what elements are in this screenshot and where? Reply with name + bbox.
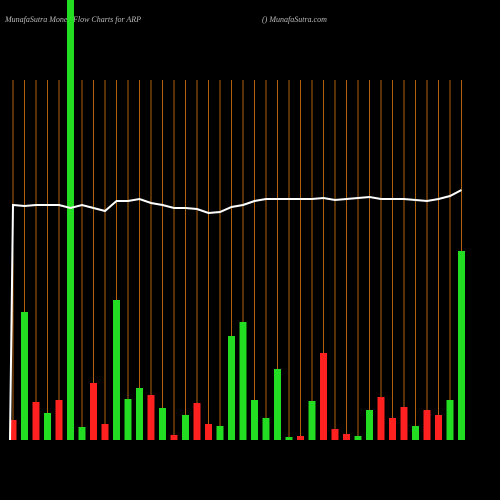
bar	[435, 415, 442, 440]
bar	[136, 388, 143, 440]
bar	[297, 436, 304, 440]
bar	[78, 427, 86, 440]
bar	[55, 400, 63, 440]
bar	[274, 369, 281, 440]
bar	[377, 397, 385, 440]
bar	[9, 420, 17, 440]
bar	[239, 322, 247, 440]
bar	[44, 413, 51, 440]
bar	[67, 0, 74, 440]
chart-subtitle: () MunafaSutra.com	[262, 15, 327, 24]
bar	[331, 429, 339, 440]
bar	[343, 434, 350, 440]
bar	[366, 410, 373, 440]
bar	[400, 407, 408, 440]
bar	[458, 251, 465, 440]
bar	[251, 400, 258, 440]
bar	[216, 426, 224, 440]
bar	[170, 435, 178, 440]
bar	[389, 418, 396, 440]
bar	[446, 400, 454, 440]
bar	[147, 395, 155, 440]
bar	[423, 410, 431, 440]
bar	[90, 383, 97, 440]
bar	[412, 426, 419, 440]
bar	[262, 418, 270, 440]
bar	[159, 408, 166, 440]
bar	[354, 436, 362, 440]
money-flow-line	[9, 189, 462, 441]
bar	[205, 424, 212, 440]
bar	[228, 336, 235, 440]
bar	[32, 402, 40, 440]
bar	[124, 399, 132, 440]
bar	[308, 401, 316, 440]
bar	[182, 415, 189, 440]
bar	[285, 437, 293, 440]
bar	[193, 403, 201, 440]
bar	[101, 424, 109, 440]
bar	[113, 300, 120, 440]
bar	[320, 353, 327, 440]
bar	[21, 312, 28, 440]
